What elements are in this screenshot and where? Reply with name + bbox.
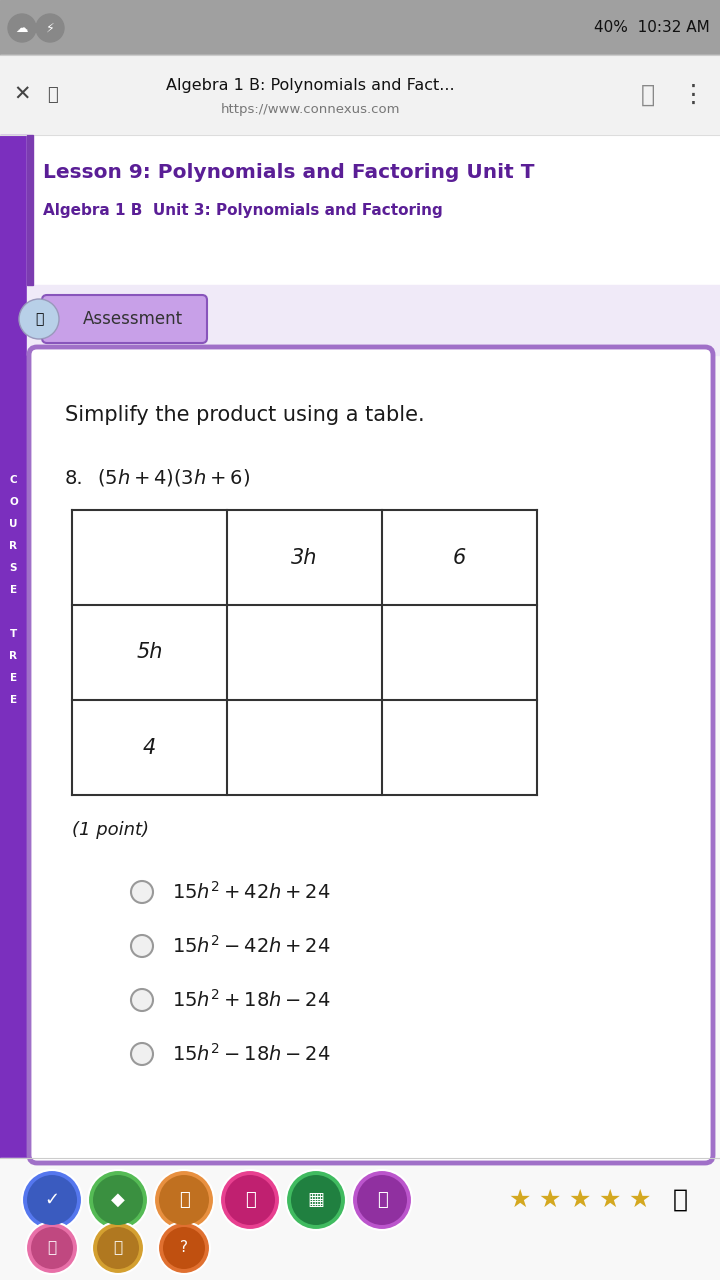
Text: Algebra 1 B  Unit 3: Polynomials and Factoring: Algebra 1 B Unit 3: Polynomials and Fact… xyxy=(43,202,443,218)
Circle shape xyxy=(220,1170,280,1230)
Circle shape xyxy=(131,989,153,1011)
Text: Lesson 9: Polynomials and Factoring Unit T: Lesson 9: Polynomials and Factoring Unit… xyxy=(43,164,534,183)
Text: $15h^2 + 42h + 24$: $15h^2 + 42h + 24$ xyxy=(172,881,330,902)
Text: S: S xyxy=(10,563,17,573)
Text: 3h: 3h xyxy=(292,548,318,567)
Circle shape xyxy=(26,1222,78,1274)
Text: $15h^2 + 18h - 24$: $15h^2 + 18h - 24$ xyxy=(172,989,330,1011)
Text: ★: ★ xyxy=(569,1188,591,1212)
Text: 📄: 📄 xyxy=(35,312,43,326)
Text: ▦: ▦ xyxy=(307,1190,325,1210)
Bar xyxy=(0,55,720,134)
Text: $(5h + 4)(3h + 6)$: $(5h + 4)(3h + 6)$ xyxy=(97,467,250,489)
Text: 4: 4 xyxy=(143,737,156,758)
Circle shape xyxy=(158,1222,210,1274)
Text: 🎯: 🎯 xyxy=(377,1190,387,1210)
Text: E: E xyxy=(10,585,17,595)
Bar xyxy=(27,134,33,285)
Text: $15h^2 - 18h - 24$: $15h^2 - 18h - 24$ xyxy=(172,1043,330,1065)
Text: ★: ★ xyxy=(599,1188,621,1212)
Text: Assessment: Assessment xyxy=(82,310,183,328)
Bar xyxy=(0,1158,720,1280)
Circle shape xyxy=(36,14,64,42)
Text: E: E xyxy=(10,673,17,684)
Bar xyxy=(0,0,720,55)
Text: O: O xyxy=(9,497,18,507)
Text: E: E xyxy=(10,695,17,705)
Circle shape xyxy=(19,300,59,339)
Text: 🏆: 🏆 xyxy=(179,1190,189,1210)
Text: U: U xyxy=(9,518,18,529)
Bar xyxy=(27,134,720,285)
FancyBboxPatch shape xyxy=(29,347,713,1164)
Circle shape xyxy=(93,1175,143,1225)
Circle shape xyxy=(159,1175,209,1225)
Circle shape xyxy=(225,1175,275,1225)
Text: ☁: ☁ xyxy=(16,22,28,35)
Text: ⬜: ⬜ xyxy=(641,83,655,108)
Text: $15h^2 - 42h + 24$: $15h^2 - 42h + 24$ xyxy=(172,936,330,957)
Circle shape xyxy=(92,1222,144,1274)
Circle shape xyxy=(286,1170,346,1230)
Text: (1 point): (1 point) xyxy=(72,820,149,838)
Circle shape xyxy=(163,1228,205,1268)
Text: 🖥: 🖥 xyxy=(48,1240,57,1256)
Text: ⋮: ⋮ xyxy=(680,83,706,108)
Text: R: R xyxy=(9,652,17,660)
Circle shape xyxy=(8,14,36,42)
Text: 6: 6 xyxy=(453,548,466,567)
Circle shape xyxy=(131,881,153,902)
Text: 8.: 8. xyxy=(65,468,84,488)
Circle shape xyxy=(27,1175,77,1225)
Circle shape xyxy=(131,1043,153,1065)
Text: C: C xyxy=(9,475,17,485)
Circle shape xyxy=(131,934,153,957)
Circle shape xyxy=(291,1175,341,1225)
Circle shape xyxy=(22,1170,82,1230)
Text: 40%  10:32 AM: 40% 10:32 AM xyxy=(594,20,710,36)
Circle shape xyxy=(88,1170,148,1230)
Text: ★: ★ xyxy=(629,1188,651,1212)
Text: ✓: ✓ xyxy=(45,1190,60,1210)
Circle shape xyxy=(97,1228,139,1268)
Circle shape xyxy=(357,1175,407,1225)
Text: T: T xyxy=(10,628,17,639)
Text: https://www.connexus.com: https://www.connexus.com xyxy=(220,102,400,116)
Text: Algebra 1 B: Polynomials and Fact...: Algebra 1 B: Polynomials and Fact... xyxy=(166,78,454,93)
Text: 🖨: 🖨 xyxy=(114,1240,122,1256)
Text: ★: ★ xyxy=(509,1188,531,1212)
FancyBboxPatch shape xyxy=(42,294,207,343)
Bar xyxy=(0,134,27,1160)
Text: R: R xyxy=(9,541,17,550)
Text: 🔒: 🔒 xyxy=(47,86,58,104)
Text: ◆: ◆ xyxy=(111,1190,125,1210)
Text: ✕: ✕ xyxy=(13,84,31,105)
Text: 💬: 💬 xyxy=(672,1188,688,1212)
Circle shape xyxy=(352,1170,412,1230)
Bar xyxy=(27,285,720,355)
Text: ?: ? xyxy=(180,1240,188,1256)
Circle shape xyxy=(31,1228,73,1268)
Text: 📌: 📌 xyxy=(245,1190,256,1210)
Text: Simplify the product using a table.: Simplify the product using a table. xyxy=(65,404,425,425)
Text: ★: ★ xyxy=(539,1188,561,1212)
Text: 5h: 5h xyxy=(136,643,163,663)
Circle shape xyxy=(154,1170,214,1230)
Text: ⚡: ⚡ xyxy=(45,22,55,35)
